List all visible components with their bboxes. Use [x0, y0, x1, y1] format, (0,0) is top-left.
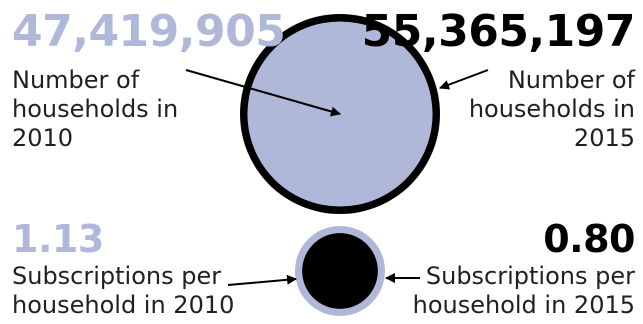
households-2010-label-line: households in — [12, 94, 179, 123]
subscriptions-2015-label-line: household in 2015 — [412, 290, 635, 319]
households-2015-label-line: households in — [468, 94, 635, 123]
subscriptions-2015-label-line: Subscriptions per — [425, 262, 635, 290]
households-2015-value: 55,365,197 — [361, 6, 636, 57]
subscriptions-2010-value: 1.13 — [12, 217, 104, 261]
arrow-2010-households — [185, 69, 341, 117]
arrow-2015-households — [439, 69, 489, 90]
households-2015-label-line: 2015 — [573, 123, 635, 152]
households-2010-label-line: 2010 — [12, 123, 74, 152]
subscriptions-2015-bubble — [302, 233, 378, 309]
subscriptions-2010-label-line: Subscriptions per — [12, 262, 222, 290]
subscriptions-2015-value: 0.80 — [543, 217, 635, 261]
households-2010-value: 47,419,905 — [12, 6, 286, 57]
households-2015-label-line: Number of — [507, 66, 635, 94]
subscriptions-2010-label-line: household in 2010 — [12, 290, 235, 319]
households-2015-label: Number of households in 2015 — [469, 66, 635, 152]
subscriptions-2010-label: Subscriptions per household in 2010 — [12, 262, 234, 320]
subscriptions-bubbles — [295, 226, 385, 316]
subscriptions-2015-label: Subscriptions per household in 2015 — [413, 262, 635, 320]
households-2010-label-line: Number of — [12, 66, 140, 94]
arrow-2010-subscriptions — [227, 274, 297, 286]
households-2010-label: Number of households in 2010 — [12, 66, 178, 152]
